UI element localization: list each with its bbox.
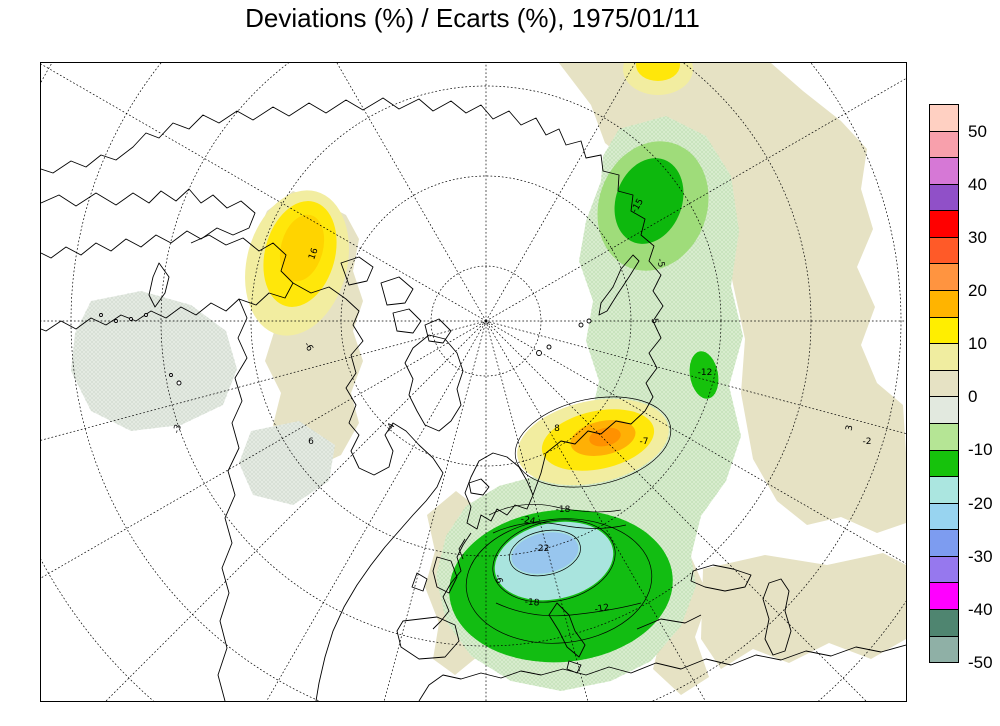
coast-greenland xyxy=(404,334,464,432)
colorbar-segment xyxy=(929,290,959,318)
colorbar xyxy=(929,104,959,664)
map-area: 16 -15 -5 5 -12 8 -7 -4 -3 -6 6 -24 -18 -22 -18 -12 -6 -2… xyxy=(40,62,907,702)
colorbar-segment xyxy=(929,529,959,557)
colorbar-segment xyxy=(929,476,959,504)
colorbar-labels: 50 40 30 20 10 0 -10 -20 -30 -40 -50 xyxy=(968,105,1000,672)
colorbar-segment xyxy=(929,157,959,185)
colorbar-label: -40 xyxy=(968,599,993,619)
coast-black-sea xyxy=(690,564,752,592)
colorbar-label: 40 xyxy=(968,174,987,194)
colorbar-segment xyxy=(929,369,959,398)
colorbar-segment xyxy=(929,236,959,265)
coast-anatolia xyxy=(636,614,702,630)
contour-label: -2 xyxy=(862,437,872,447)
chart-title: Deviations (%) / Ecarts (%), 1975/01/11 xyxy=(245,3,700,33)
coast-novaya-zemlya xyxy=(598,254,640,316)
coast-pacific xyxy=(217,298,248,701)
coast-scandinavia xyxy=(464,452,547,530)
blue-core-europe xyxy=(511,532,579,574)
coast-north-america xyxy=(292,282,444,701)
beige-region-southeast xyxy=(701,553,906,669)
contour-label: -22 xyxy=(534,544,550,554)
colorbar-segment xyxy=(929,608,959,637)
contour-label: 8 xyxy=(554,424,560,434)
map-canvas xyxy=(41,63,906,701)
coast-kamchatka xyxy=(148,262,170,308)
contour-label: -5 xyxy=(654,257,666,269)
coast-britain xyxy=(411,556,458,594)
coast-small-islands xyxy=(99,313,592,386)
stipple-region-alaska xyxy=(71,291,237,431)
beige-region-northeast xyxy=(559,63,906,533)
stipple-region-canada xyxy=(239,421,335,505)
contour-label: -6 xyxy=(492,573,504,585)
contour-label: 6 xyxy=(308,437,314,447)
contour-label: 5 xyxy=(648,317,660,325)
colorbar-segment xyxy=(929,316,959,345)
graticule-layer xyxy=(41,63,906,701)
colorbar-label: -50 xyxy=(968,653,993,672)
colorbar-label: 10 xyxy=(968,334,987,354)
colorbar-segment xyxy=(929,422,959,451)
colorbar-label: 30 xyxy=(968,227,987,247)
coast-caspian-sea xyxy=(762,578,792,656)
colorbar-segment xyxy=(929,502,959,531)
colorbar-segment xyxy=(929,582,959,610)
coast-siberia xyxy=(41,97,664,454)
contour-label: -12 xyxy=(697,368,713,378)
colorbar-segment xyxy=(929,183,959,212)
colorbar-segment xyxy=(929,130,959,159)
colorbar-segment xyxy=(929,635,959,664)
contour-label: -18 xyxy=(524,597,540,609)
green-region-siberia-core xyxy=(614,158,684,244)
colorbar-segment xyxy=(929,210,959,238)
colorbar-label: -10 xyxy=(968,440,993,460)
colorbar-segment xyxy=(929,396,959,424)
colorbar-label: 50 xyxy=(968,121,987,141)
colorbar-segment xyxy=(929,263,959,292)
colorbar-segment xyxy=(929,555,959,584)
coast-arctic-islands xyxy=(340,256,452,344)
coast-west-europe xyxy=(432,532,472,630)
colorbar-segment xyxy=(929,449,959,478)
colorbar-label: -20 xyxy=(968,493,993,513)
yellow-region-canada-core xyxy=(279,214,325,282)
coast-iceland xyxy=(468,478,490,496)
contour-label: -18 xyxy=(555,505,571,515)
coast-north-africa xyxy=(418,644,906,701)
colorbar-label: -30 xyxy=(968,546,993,566)
colorbar-label: 0 xyxy=(968,387,978,407)
colorbar-segment xyxy=(929,104,959,132)
contour-label: -7 xyxy=(639,437,649,447)
coast-alaska xyxy=(41,234,294,332)
green-pocket xyxy=(689,351,719,399)
yellow-spot-top-core xyxy=(636,63,680,81)
coastline-layer xyxy=(41,97,906,701)
coast-iberia xyxy=(396,616,460,660)
shading-layer xyxy=(71,63,906,695)
colorbar-label: 20 xyxy=(968,281,987,300)
coast-chukotka xyxy=(41,188,256,259)
colorbar-segment xyxy=(929,343,959,371)
